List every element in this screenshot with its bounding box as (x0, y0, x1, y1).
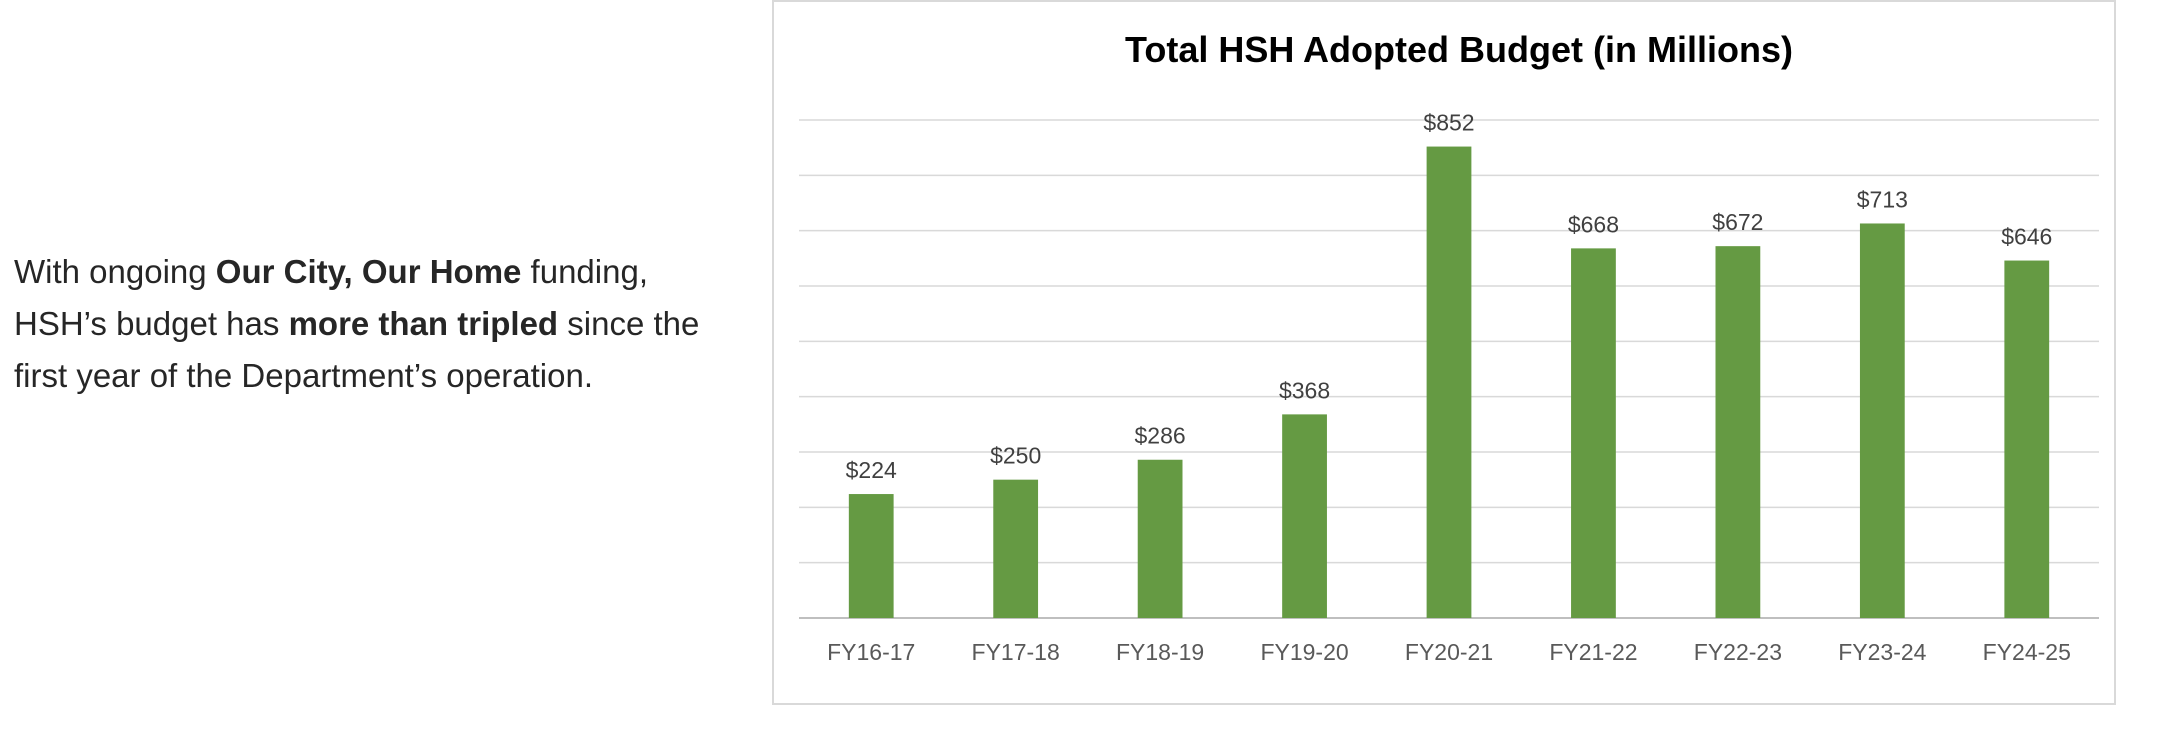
intro-part-1: With ongoing (14, 253, 216, 290)
data-label: $852 (1423, 110, 1474, 136)
x-tick-label: FY18-19 (1116, 639, 1204, 665)
intro-text: With ongoing Our City, Our Home funding,… (14, 246, 734, 402)
intro-part-2: funding, HSH’s budget has (14, 253, 648, 342)
bar-fy16-17 (848, 494, 894, 618)
x-tick-label: FY20-21 (1405, 639, 1493, 665)
data-label: $250 (990, 443, 1041, 469)
bar-fy17-18 (993, 479, 1039, 618)
x-tick-label: FY23-24 (1838, 639, 1926, 665)
intro-part-3: since the first year of the Department’s… (14, 305, 700, 394)
chart-frame: Total HSH Adopted Budget (in Millions) $… (772, 0, 2116, 705)
bar-fy20-21 (1426, 146, 1472, 618)
chart-title: Total HSH Adopted Budget (in Millions) (1125, 29, 1793, 70)
x-tick-label: FY22-23 (1694, 639, 1782, 665)
bar-fy22-23 (1715, 246, 1761, 618)
data-label: $646 (2001, 224, 2052, 250)
data-label: $368 (1279, 377, 1330, 403)
bar-fy23-24 (1859, 223, 1905, 618)
budget-bar-chart: Total HSH Adopted Budget (in Millions) $… (799, 29, 2099, 665)
bar-fy18-19 (1137, 459, 1183, 618)
data-labels: $224 $250 $286 $368 $852 $668 $672 $713 $646 (846, 110, 2053, 483)
bar-fy24-25 (2004, 260, 2050, 618)
intro-bold-program: Our City, Our Home (215, 253, 522, 290)
data-label: $668 (1568, 211, 1619, 237)
data-label: $672 (1712, 209, 1763, 235)
data-label: $713 (1857, 186, 1908, 212)
x-tick-label: FY19-20 (1260, 639, 1348, 665)
x-tick-label: FY24-25 (1983, 639, 2071, 665)
data-label: $224 (846, 457, 897, 483)
x-axis-tick-labels: FY16-17 FY17-18 FY18-19 FY19-20 FY20-21 FY21-… (827, 639, 2071, 665)
x-tick-label: FY16-17 (827, 639, 915, 665)
x-tick-label: FY17-18 (972, 639, 1060, 665)
bar-fy19-20 (1282, 414, 1327, 618)
bar-fy21-22 (1571, 248, 1616, 618)
bars (848, 146, 2050, 618)
data-label: $286 (1135, 423, 1186, 449)
intro-bold-tripled: more than tripled (288, 305, 559, 342)
x-tick-label: FY21-22 (1549, 639, 1637, 665)
